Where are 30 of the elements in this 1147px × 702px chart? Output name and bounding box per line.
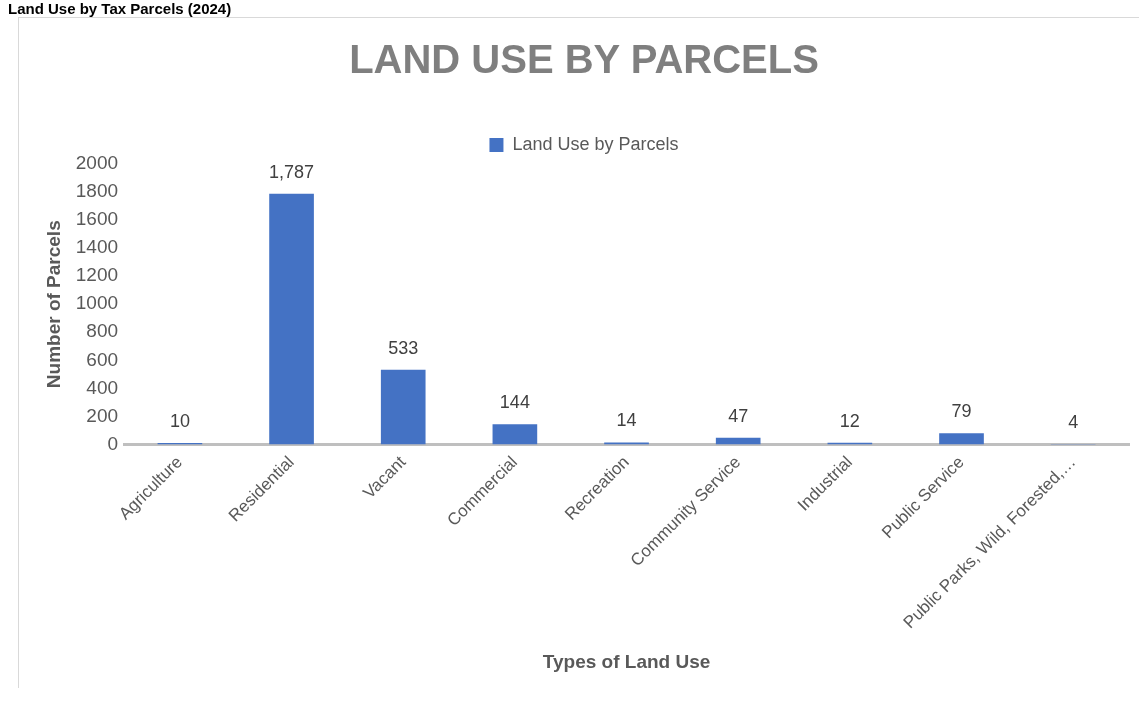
bar [939,433,984,445]
y-axis-title: Number of Parcels [42,220,64,389]
y-tick-label: 1200 [75,264,119,286]
data-label: 12 [839,410,860,431]
bar [715,437,761,445]
text: Land Use by Tax Parcels (2024) [8,0,233,17]
data-label: 14 [616,410,637,431]
legend-label: Land Use by Parcels [512,133,679,154]
bar [380,369,426,445]
data-label: 79 [951,401,972,422]
y-tick-label: 800 [86,320,119,342]
x-axis-title: Types of Land Use [542,650,711,672]
data-label: 47 [728,405,749,426]
data-label: 533 [388,337,419,358]
y-tick-label: 2000 [75,152,119,174]
y-tick-label: 400 [86,376,119,398]
y-tick-label: 1800 [75,180,119,202]
y-tick-label: 1000 [75,292,119,314]
y-tick-label: 1600 [75,208,119,230]
y-tick-label: 1400 [75,236,119,258]
bar [492,424,538,445]
y-tick-label: 200 [86,404,119,426]
data-label: 1,787 [269,161,315,182]
bar [269,193,314,445]
y-tick-label: 0 [107,432,119,454]
data-label: 10 [169,411,190,431]
data-label: 144 [499,392,530,413]
chart-title: LAND USE BY PARCELS [349,37,819,82]
y-tick-label: 600 [86,348,119,370]
data-label: 4 [1068,411,1079,432]
